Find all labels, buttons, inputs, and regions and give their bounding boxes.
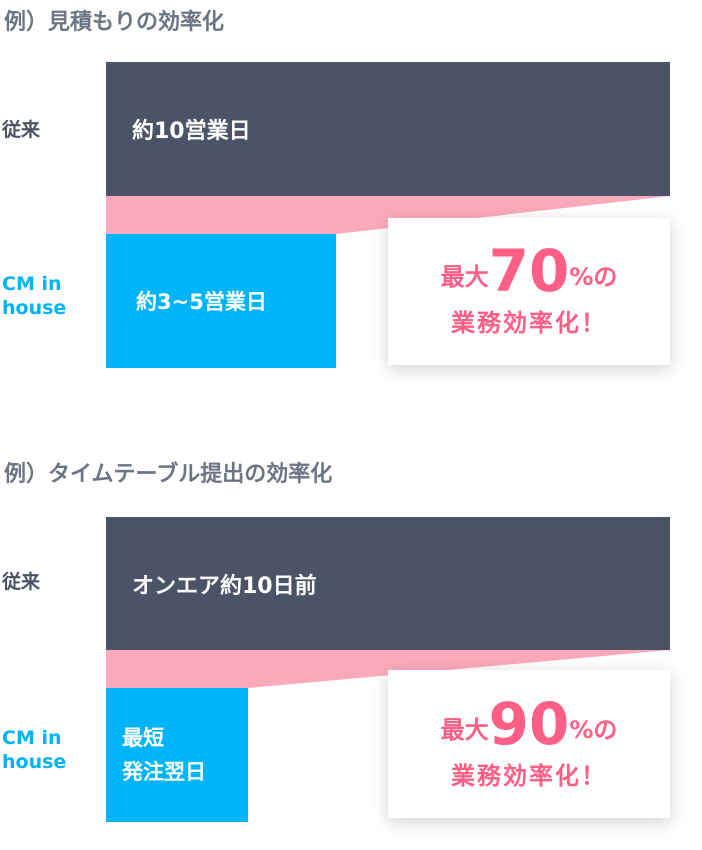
section-title: 例）タイムテーブル提出の効率化	[4, 462, 333, 487]
reduction-band-1	[106, 196, 670, 234]
new-bar: 約3~5営業日	[106, 234, 336, 368]
callout: 最大90%の 業務効率化！	[388, 670, 670, 818]
new-bar: 最短 発注翌日	[106, 688, 248, 822]
new-value-line1: 最短	[122, 726, 164, 750]
callout-line2: 業務効率化！	[451, 761, 607, 790]
callout-suffix: %の	[569, 263, 618, 291]
callout-number: 90	[488, 689, 570, 758]
label-new: CM in house	[2, 727, 67, 773]
callout-prefix: 最大	[440, 715, 489, 744]
callout-number: 70	[488, 237, 570, 305]
callout-line2: 業務効率化！	[451, 309, 607, 337]
label-new: CM in house	[2, 273, 67, 319]
callout-suffix: %の	[569, 715, 618, 744]
callout-tail-2	[300, 742, 392, 770]
old-bar: オンエア約10日前	[106, 517, 670, 650]
callout-tail-1	[345, 292, 392, 315]
callout-prefix: 最大	[440, 263, 489, 291]
label-old: 従来	[2, 571, 41, 593]
old-bar: 約10営業日	[106, 62, 670, 196]
reduction-band-2	[106, 650, 670, 688]
label-old: 従来	[2, 119, 41, 141]
new-value-line2: 発注翌日	[122, 760, 206, 784]
section-title: 例）見積もりの効率化	[4, 10, 225, 35]
callout: 最大70%の 業務効率化！	[388, 218, 670, 365]
